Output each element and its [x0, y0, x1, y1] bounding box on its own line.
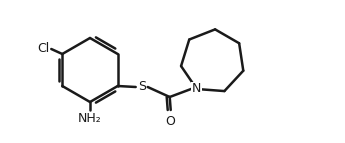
Text: O: O [165, 115, 175, 128]
Text: NH₂: NH₂ [78, 112, 102, 125]
Text: N: N [192, 83, 201, 96]
Text: S: S [138, 81, 146, 94]
Text: Cl: Cl [37, 41, 49, 54]
